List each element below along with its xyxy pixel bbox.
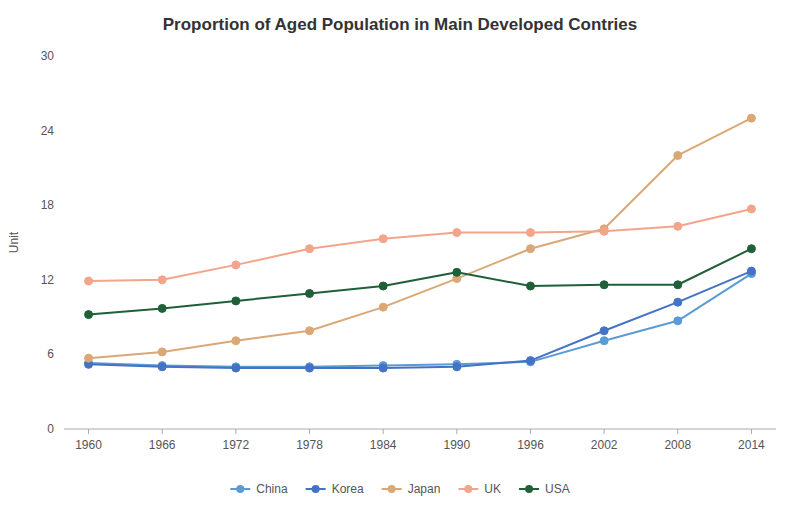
marker [674,317,682,325]
x-tick [530,429,531,434]
marker [85,354,93,362]
legend-label: UK [484,482,501,496]
x-axis-line [64,429,776,430]
marker [526,229,534,237]
marker [306,327,314,335]
marker [600,337,608,345]
line [89,274,752,367]
y-axis-label: Unit [7,231,21,253]
legend-label: Korea [332,482,364,496]
legend-item: Korea [306,482,364,496]
legend-item: Japan [382,482,441,496]
marker [306,245,314,253]
marker [158,348,166,356]
x-tick-label: 1996 [517,438,544,452]
marker [306,364,314,372]
line [89,118,752,358]
line [89,249,752,315]
marker [85,311,93,319]
marker [158,363,166,371]
marker [379,282,387,290]
x-tick [677,429,678,434]
y-tick-label: 30 [41,49,55,63]
x-tick [235,429,236,434]
marker [379,235,387,243]
legend-label: USA [545,482,570,496]
y-tick-label: 6 [47,347,54,361]
marker [453,229,461,237]
legend: China Korea Japan UK USA [230,482,569,496]
marker [158,304,166,312]
x-tick-label: 2002 [591,438,618,452]
x-tick-label: 2008 [664,438,691,452]
marker [600,281,608,289]
marker [379,303,387,311]
legend-marker [388,485,396,493]
series [85,114,756,362]
plot-area [85,114,756,372]
x-tick-label: 2014 [738,438,765,452]
chart: Proportion of Aged Population in Main De… [0,0,800,517]
marker [674,298,682,306]
marker [232,261,240,269]
y-tick-label: 24 [41,124,55,138]
y-axis: 0 6 12 18 24 30 [41,49,55,436]
marker [232,337,240,345]
x-tick [309,429,310,434]
x-tick-label: 1978 [296,438,323,452]
legend-marker [464,485,472,493]
x-tick-label: 1972 [223,438,250,452]
marker [158,276,166,284]
legend-label: Japan [408,482,441,496]
y-tick-label: 18 [41,198,55,212]
marker [526,357,534,365]
legend-item: UK [458,482,501,496]
x-tick-label: 1990 [443,438,470,452]
marker [747,245,755,253]
x-tick [383,429,384,434]
marker [85,277,93,285]
marker [379,364,387,372]
marker [747,114,755,122]
x-tick [162,429,163,434]
marker [453,268,461,276]
y-tick-label: 0 [47,422,54,436]
x-tick-label: 1984 [370,438,397,452]
x-tick-label: 1960 [75,438,102,452]
x-axis: 1960 1966 1972 1978 1984 1990 1996 2002 2008 2014 [64,429,776,452]
marker [747,267,755,275]
marker [747,205,755,213]
marker [600,227,608,235]
legend-marker [312,485,320,493]
marker [600,327,608,335]
y-tick-label: 12 [41,273,55,287]
legend-label: China [256,482,288,496]
legend-marker [236,485,244,493]
legend-marker [525,485,533,493]
marker [453,363,461,371]
legend-item: USA [519,482,570,496]
title: Proportion of Aged Population in Main De… [163,15,637,34]
line [89,209,752,281]
series [85,245,756,319]
marker [526,245,534,253]
series [85,205,756,285]
marker [526,282,534,290]
x-tick-label: 1966 [149,438,176,452]
marker [306,289,314,297]
legend-item: China [230,482,288,496]
x-tick [88,429,89,434]
marker [674,281,682,289]
marker [232,297,240,305]
x-tick [751,429,752,434]
series [85,267,756,372]
marker [232,364,240,372]
x-tick [456,429,457,434]
marker [674,222,682,230]
x-tick [604,429,605,434]
marker [674,151,682,159]
